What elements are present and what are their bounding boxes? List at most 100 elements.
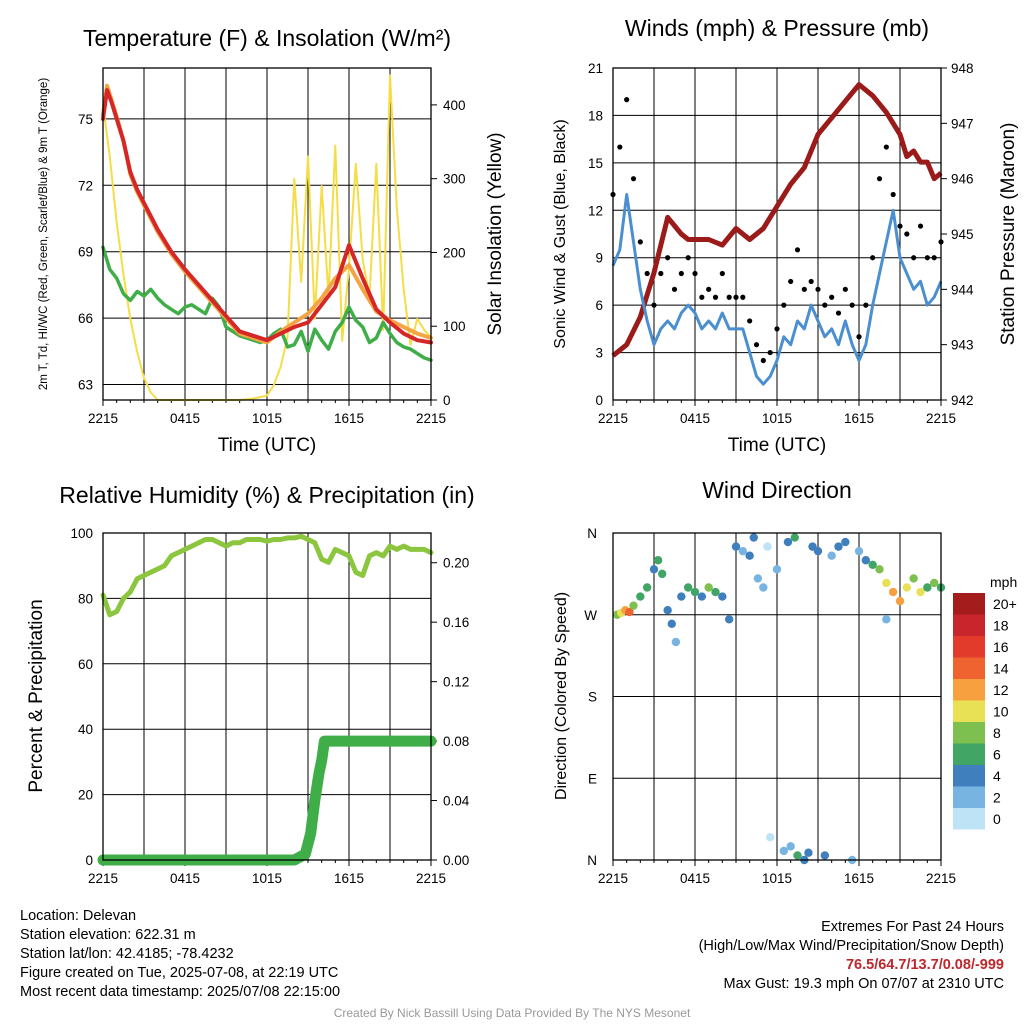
direction-point xyxy=(759,583,768,592)
x-tick-label: 1015 xyxy=(252,871,282,886)
direction-point xyxy=(895,596,905,606)
y2-tick-label: 947 xyxy=(951,116,974,131)
y-tick-label: 100 xyxy=(70,526,93,541)
direction-point xyxy=(738,546,748,556)
colorbar-label: 4 xyxy=(993,768,1001,784)
direction-point xyxy=(629,601,638,610)
direction-point xyxy=(658,569,667,579)
y-axis-label: 2m T, Td, HI/WC (Red, Green, Scarlet/Blu… xyxy=(38,78,50,390)
colorbar-label: 20+ xyxy=(993,596,1017,612)
gust-point xyxy=(726,294,732,300)
direction-point xyxy=(861,556,871,565)
y2-axis-label: Station Pressure (Maroon) xyxy=(998,123,1019,346)
x-tick-label: 2215 xyxy=(416,411,446,426)
gust-point xyxy=(774,326,780,332)
colorbar-swatch xyxy=(953,593,985,615)
y-tick-label: N xyxy=(587,526,597,541)
direction-point xyxy=(625,607,634,617)
y2-tick-label: 943 xyxy=(951,338,974,353)
gust-point xyxy=(685,255,691,261)
direction-point xyxy=(731,542,741,551)
plot-border xyxy=(612,532,942,861)
y-tick-label: 12 xyxy=(588,203,603,218)
y2-tick-label: 0 xyxy=(443,393,451,408)
y2-tick-label: 400 xyxy=(443,98,466,113)
gust-point xyxy=(753,342,760,348)
gust-point xyxy=(637,239,643,245)
gust-point xyxy=(712,294,719,300)
y2-tick-label: 0.20 xyxy=(443,556,469,571)
direction-point xyxy=(783,537,793,547)
direction-point xyxy=(902,583,912,592)
x-tick-label: 1015 xyxy=(762,871,792,886)
gust-point xyxy=(835,310,842,316)
gust-point xyxy=(651,302,657,308)
extremes-values: 76.5/64.7/13.7/0.08/-999 xyxy=(845,957,1004,973)
gust-point xyxy=(924,255,930,261)
gust-point xyxy=(890,191,896,198)
x-tick-label: 1615 xyxy=(334,871,364,886)
y-tick-label: 6 xyxy=(595,298,603,313)
x-tick-label: 2215 xyxy=(88,871,118,886)
gust-point xyxy=(931,255,937,261)
y-tick-label: 63 xyxy=(78,378,93,393)
gust-point xyxy=(678,270,684,277)
gust-point xyxy=(747,318,753,324)
x-tick-label: 2215 xyxy=(926,871,956,886)
direction-point xyxy=(649,565,659,574)
colorbar-swatch xyxy=(953,700,985,722)
gust-point xyxy=(630,176,637,182)
y-tick-label: W xyxy=(584,608,597,623)
panel-title: Winds (mph) & Pressure (mb) xyxy=(625,15,929,41)
direction-point xyxy=(882,578,891,588)
direction-point xyxy=(868,560,877,569)
series-line-2m-t xyxy=(101,88,433,345)
gust-point xyxy=(856,334,862,340)
gust-point xyxy=(904,231,910,237)
gust-point xyxy=(692,270,698,277)
y2-tick-label: 946 xyxy=(951,172,974,187)
direction-point xyxy=(820,851,830,860)
extremes-subtitle: (High/Low/Max Wind/Precipitation/Snow De… xyxy=(698,938,1004,954)
station-info: Location: Delevan Station elevation: 622… xyxy=(20,907,340,1002)
gust-point xyxy=(849,302,855,308)
colorbar-title: mph xyxy=(990,574,1017,590)
y2-tick-label: 0.00 xyxy=(443,853,469,868)
gust-point xyxy=(870,255,876,261)
colorbar-label: 10 xyxy=(993,704,1009,720)
y-tick-label: 15 xyxy=(588,156,603,171)
y-tick-label: 80 xyxy=(78,591,93,606)
x-axis-label: Time (UTC) xyxy=(728,435,827,456)
gust-point xyxy=(624,97,630,103)
x-tick-label: 1015 xyxy=(762,411,792,426)
colorbar-swatch xyxy=(953,743,985,765)
direction-point xyxy=(745,551,754,560)
y2-tick-label: 100 xyxy=(443,319,466,334)
colorbar-label: 8 xyxy=(993,725,1001,741)
colorbar-swatch xyxy=(953,679,985,701)
direction-point xyxy=(909,574,918,583)
station-location: Location: Delevan xyxy=(20,908,137,924)
gust-point xyxy=(658,270,664,277)
y-tick-label: 60 xyxy=(78,657,93,672)
y-tick-label: E xyxy=(588,771,597,786)
y-tick-label: 40 xyxy=(78,722,93,737)
direction-point xyxy=(834,542,843,551)
gust-point xyxy=(788,278,794,285)
colorbar-label: 14 xyxy=(993,661,1009,677)
series-line-relative-humidity xyxy=(100,533,434,618)
y-tick-label: 69 xyxy=(78,245,93,260)
y-tick-label: 0 xyxy=(595,393,603,408)
y-tick-label: 21 xyxy=(588,61,603,76)
y-tick-label: S xyxy=(588,690,597,705)
direction-point xyxy=(636,592,645,601)
y2-tick-label: 0.16 xyxy=(443,615,469,630)
direction-point xyxy=(790,533,799,542)
plot-border xyxy=(102,67,432,401)
y-tick-label: 18 xyxy=(588,108,603,123)
gust-point xyxy=(617,144,623,150)
direction-point xyxy=(923,583,932,592)
y2-tick-label: 0.04 xyxy=(443,794,470,809)
gust-point xyxy=(671,286,678,292)
